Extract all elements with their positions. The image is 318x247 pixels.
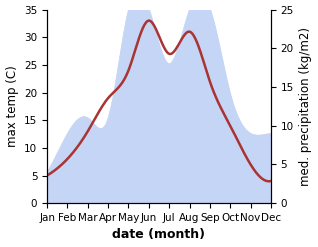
X-axis label: date (month): date (month) [113,228,205,242]
Y-axis label: max temp (C): max temp (C) [5,65,18,147]
Y-axis label: med. precipitation (kg/m2): med. precipitation (kg/m2) [300,27,313,186]
